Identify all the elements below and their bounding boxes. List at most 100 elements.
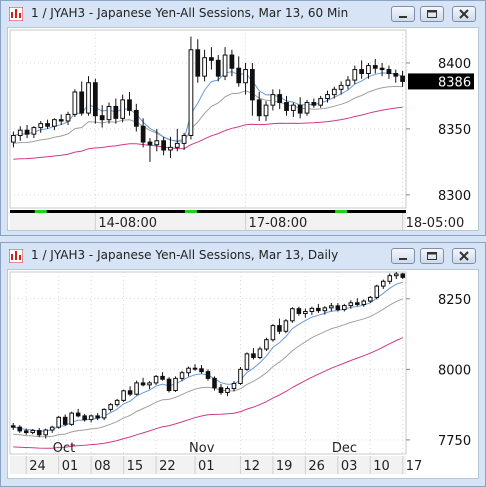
candle[interactable] [86, 76, 91, 116]
candle[interactable] [372, 59, 378, 74]
candle[interactable] [348, 300, 354, 309]
candle[interactable] [345, 76, 351, 90]
candle[interactable] [379, 62, 385, 77]
candle[interactable] [236, 56, 242, 87]
plot-area[interactable] [9, 29, 407, 209]
candle[interactable] [342, 303, 347, 312]
candle[interactable] [386, 65, 392, 79]
candle[interactable] [24, 124, 30, 139]
candle[interactable] [154, 128, 160, 152]
candle[interactable] [380, 279, 386, 289]
candle[interactable] [179, 370, 185, 382]
candle[interactable] [79, 81, 85, 116]
price-chart-60min[interactable]: 8300 8350 8400 8386 14-08:00 17-08:00 18-05:00 [8, 28, 478, 230]
candle[interactable] [400, 272, 406, 280]
candle[interactable] [229, 49, 235, 77]
close-button[interactable] [452, 248, 476, 264]
candle[interactable] [174, 128, 180, 152]
candle[interactable] [188, 36, 194, 140]
candle[interactable] [251, 348, 256, 360]
candle[interactable] [264, 337, 269, 352]
candle[interactable] [58, 114, 64, 125]
candle[interactable] [270, 89, 276, 111]
candle[interactable] [95, 413, 100, 421]
candle[interactable] [284, 95, 289, 116]
candle[interactable] [45, 119, 50, 129]
candle[interactable] [17, 425, 23, 433]
candle[interactable] [238, 367, 243, 385]
candle[interactable] [192, 364, 198, 371]
candle[interactable] [311, 98, 317, 108]
candle[interactable] [257, 346, 263, 360]
candle[interactable] [283, 319, 289, 334]
candle[interactable] [10, 422, 16, 431]
candle[interactable] [120, 94, 126, 123]
candle[interactable] [202, 49, 207, 82]
chart-pane-60min[interactable]: 8300 8350 8400 8386 14-08:00 17-08:00 18-05:00 [7, 27, 479, 231]
candle[interactable] [43, 428, 48, 439]
candle[interactable] [243, 62, 248, 95]
candle[interactable] [75, 408, 81, 418]
candle[interactable] [366, 62, 371, 79]
candle[interactable] [134, 380, 139, 396]
candle[interactable] [303, 308, 308, 318]
candle[interactable] [296, 306, 302, 316]
candle[interactable] [338, 81, 344, 95]
candle[interactable] [147, 138, 153, 162]
chart-pane-daily[interactable]: 7750800082508386240108152201121926031017… [7, 269, 479, 479]
candle[interactable] [113, 98, 119, 124]
candle[interactable] [335, 303, 341, 312]
candle[interactable] [290, 307, 295, 323]
candle[interactable] [329, 303, 334, 312]
candle[interactable] [270, 324, 276, 342]
candle[interactable] [17, 126, 23, 141]
candle[interactable] [72, 89, 78, 118]
candle[interactable] [23, 428, 29, 435]
minimize-button[interactable] [391, 248, 415, 264]
candle[interactable] [393, 272, 399, 280]
close-button[interactable] [452, 6, 476, 22]
candle[interactable] [352, 65, 358, 85]
candle[interactable] [92, 78, 98, 124]
candle[interactable] [277, 318, 282, 335]
candle[interactable] [147, 381, 152, 390]
candle[interactable] [108, 403, 113, 412]
candle[interactable] [62, 414, 68, 426]
candle[interactable] [250, 62, 255, 116]
candle[interactable] [374, 284, 380, 300]
candle[interactable] [52, 118, 57, 131]
candle[interactable] [244, 352, 250, 371]
candle[interactable] [316, 303, 321, 313]
candle[interactable] [49, 425, 55, 433]
candle[interactable] [160, 372, 165, 381]
candle[interactable] [225, 386, 230, 397]
candle[interactable] [181, 132, 187, 150]
price-chart-daily[interactable]: 7750800082508386240108152201121926031017… [8, 270, 478, 478]
candle[interactable] [359, 60, 364, 79]
candle[interactable] [30, 429, 36, 435]
plot-area[interactable] [9, 271, 407, 455]
candle[interactable] [400, 70, 405, 87]
candle[interactable] [121, 389, 126, 402]
candle[interactable] [140, 377, 146, 387]
candle[interactable] [65, 111, 71, 125]
candle[interactable] [99, 105, 105, 128]
candle[interactable] [195, 39, 201, 83]
candle[interactable] [222, 47, 228, 81]
candle[interactable] [166, 377, 172, 393]
title-bar[interactable]: 1 / JYAH3 - Japanese Yen-All Sessions, M… [1, 1, 485, 27]
candle[interactable] [11, 131, 16, 148]
candle[interactable] [209, 47, 214, 70]
candle[interactable] [56, 415, 61, 429]
candle[interactable] [322, 306, 328, 315]
candle[interactable] [205, 369, 211, 381]
candle[interactable] [114, 398, 120, 407]
candle[interactable] [290, 102, 296, 118]
candle[interactable] [101, 408, 107, 421]
candle[interactable] [127, 386, 133, 397]
candle[interactable] [218, 384, 224, 395]
candle[interactable] [325, 90, 330, 103]
candle[interactable] [88, 414, 94, 423]
candle[interactable] [309, 306, 315, 315]
candle[interactable] [361, 299, 367, 307]
